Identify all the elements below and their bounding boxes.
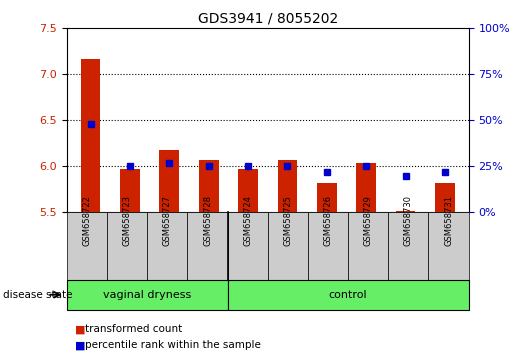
Text: GSM658725: GSM658725 [283, 195, 293, 246]
Text: percentile rank within the sample: percentile rank within the sample [85, 340, 261, 350]
Text: ■: ■ [75, 324, 85, 334]
Bar [120, 169, 140, 212]
Text: disease state: disease state [3, 290, 72, 300]
Text: GSM658731: GSM658731 [444, 195, 453, 246]
Text: GSM658722: GSM658722 [82, 195, 92, 246]
Text: GSM658729: GSM658729 [364, 195, 373, 246]
Text: GSM658723: GSM658723 [123, 195, 132, 246]
Text: vaginal dryness: vaginal dryness [103, 290, 192, 300]
Text: GSM658727: GSM658727 [163, 195, 172, 246]
Text: GSM658724: GSM658724 [243, 195, 252, 246]
Text: GSM658728: GSM658728 [203, 195, 212, 246]
Bar [278, 160, 297, 212]
Bar [238, 169, 258, 212]
Title: GDS3941 / 8055202: GDS3941 / 8055202 [198, 12, 338, 26]
Bar [396, 211, 416, 212]
Text: ■: ■ [75, 340, 85, 350]
Text: GSM658726: GSM658726 [323, 195, 333, 246]
Text: GSM658730: GSM658730 [404, 195, 413, 246]
Bar [317, 183, 337, 212]
Bar [199, 160, 218, 212]
Bar [160, 150, 179, 212]
Text: control: control [329, 290, 367, 300]
Text: transformed count: transformed count [85, 324, 182, 334]
Bar [435, 183, 455, 212]
Bar [81, 59, 100, 212]
Bar [356, 163, 376, 212]
